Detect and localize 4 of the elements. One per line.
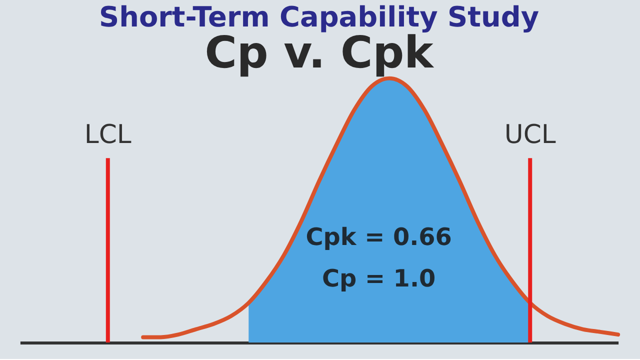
annotation: Cp = 1.0 [322, 264, 436, 293]
annotation: Cpk = 0.66 [306, 222, 452, 251]
annotation: LCL [84, 120, 132, 150]
annotation: UCL [504, 120, 556, 150]
